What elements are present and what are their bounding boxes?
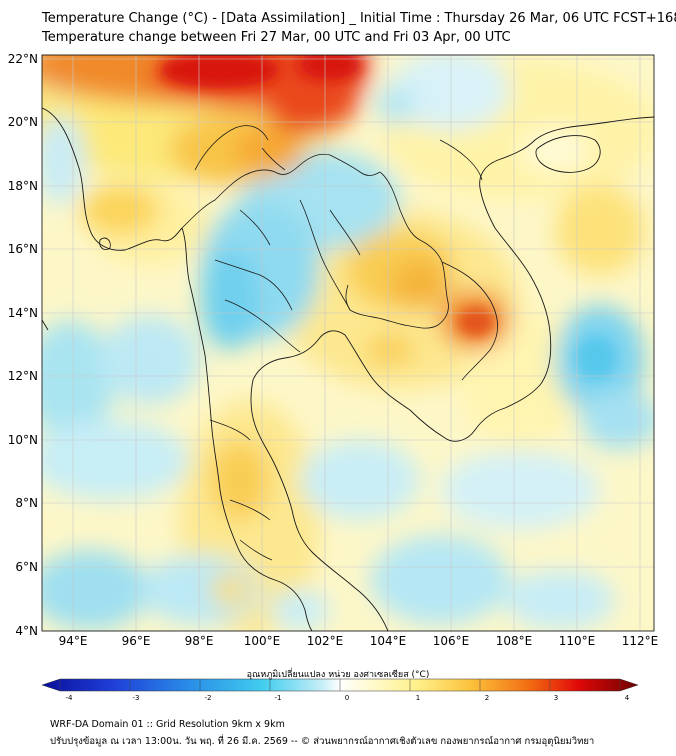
latitude-labels: 22°N 20°N 18°N 16°N 14°N 12°N 10°N 8°N 6… xyxy=(8,52,38,638)
lon-label: 102°E xyxy=(307,634,344,648)
lon-label: 96°E xyxy=(122,634,151,648)
footer-update-info: ปรับปรุงข้อมูล ณ เวลา 13:00น. วัน พฤ. ที… xyxy=(50,736,595,747)
colorbar-tick: 2 xyxy=(485,694,489,702)
lat-label: 6°N xyxy=(15,560,38,574)
graticule xyxy=(42,55,654,631)
colorbar-tick: 3 xyxy=(554,694,558,702)
colorbar-tick: 4 xyxy=(625,694,630,702)
lat-label: 18°N xyxy=(8,179,38,193)
lon-label: 94°E xyxy=(59,634,88,648)
lon-label: 112°E xyxy=(622,634,659,648)
colorbar-label: อุณหภูมิเปลี่ยนแปลง หน่วย องศาเซลเซียส (… xyxy=(246,670,430,680)
lon-label: 108°E xyxy=(496,634,533,648)
map-subtitle: Temperature change between Fri 27 Mar, 0… xyxy=(42,30,511,45)
colorbar-tick: -4 xyxy=(66,694,74,702)
lon-label: 98°E xyxy=(185,634,214,648)
colorbar-tick: -3 xyxy=(133,694,140,702)
colorbar-tick: -1 xyxy=(275,694,282,702)
lat-label: 16°N xyxy=(8,242,38,256)
map-title: Temperature Change (°C) - [Data Assimila… xyxy=(42,11,676,26)
lon-label: 106°E xyxy=(433,634,470,648)
map-frame xyxy=(41,54,655,632)
lon-label: 110°E xyxy=(559,634,596,648)
footer-model-info: WRF-DA Domain 01 :: Grid Resolution 9km … xyxy=(50,719,285,730)
longitude-labels: 94°E 96°E 98°E 100°E 102°E 104°E 106°E 1… xyxy=(59,634,659,648)
colorbar-tick: -2 xyxy=(205,694,212,702)
lat-label: 4°N xyxy=(15,624,38,638)
lon-label: 104°E xyxy=(370,634,407,648)
temperature-field xyxy=(42,55,654,631)
colorbar: -4 -3 -2 -1 0 1 2 3 4 xyxy=(41,678,639,702)
lat-label: 14°N xyxy=(8,306,38,320)
lon-label: 100°E xyxy=(244,634,281,648)
country-borders xyxy=(181,125,498,561)
coastlines xyxy=(42,107,654,631)
lat-label: 20°N xyxy=(8,115,38,129)
lat-label: 10°N xyxy=(8,433,38,447)
colorbar-tick: 0 xyxy=(345,694,349,702)
colorbar-tick: 1 xyxy=(416,694,420,702)
lat-label: 8°N xyxy=(15,496,38,510)
lat-label: 12°N xyxy=(8,369,38,383)
lat-label: 22°N xyxy=(8,52,38,66)
